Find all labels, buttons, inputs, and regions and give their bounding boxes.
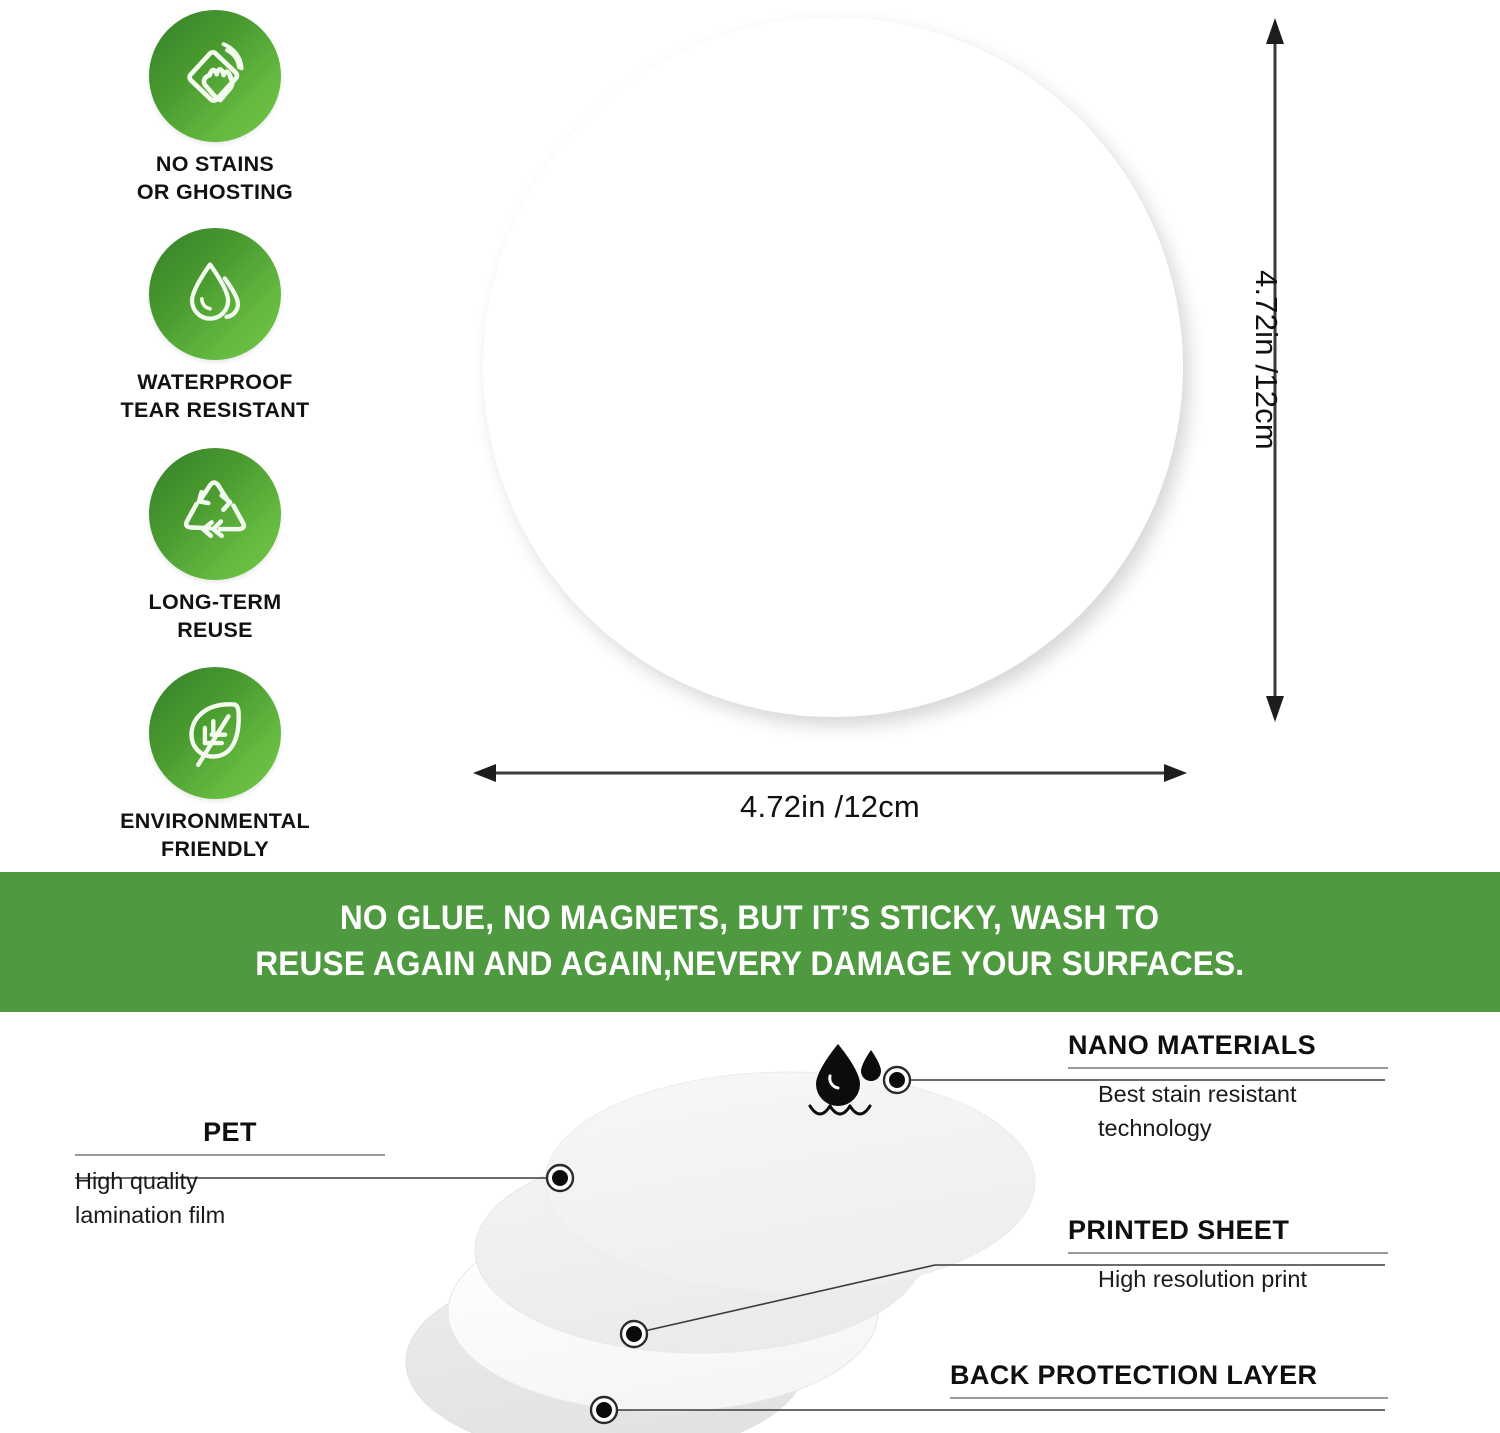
width-dimension-label: 4.72in /12cm [740, 789, 920, 824]
callout-back-protection-layer: BACK PROTECTION LAYER [950, 1360, 1388, 1399]
callout-pet: PET High quality lamination film [75, 1117, 385, 1232]
callout-divider [1068, 1067, 1388, 1069]
feature-item-long-term-reuse: LONG-TERM REUSE [60, 448, 370, 644]
feature-label: WATERPROOF TEAR RESISTANT [120, 370, 310, 422]
connector-nano-materials [882, 1065, 1385, 1095]
layer-stack-diagram [75, 1044, 1385, 1433]
connector-printed-sheet [619, 1264, 1385, 1349]
feature-label: ENVIRONMENTAL FRIENDLY [120, 809, 310, 861]
callout-description: Best stain resistant technology [1098, 1081, 1297, 1142]
feature-item-no-stains: NO STAINS OR GHOSTING [60, 10, 370, 206]
leaf-icon [149, 667, 281, 799]
callout-title: BACK PROTECTION LAYER [950, 1360, 1318, 1390]
layer-disc-nano-materials [544, 1071, 1036, 1293]
callout-divider [950, 1397, 1388, 1399]
callout-description: High resolution print [1098, 1266, 1307, 1292]
connector-pet [75, 1163, 575, 1193]
top-section: NO STAINS OR GHOSTING WATERPROOF TEAR RE… [60, 0, 1305, 872]
product-circle-preview [483, 17, 1183, 717]
feature-label: LONG-TERM REUSE [148, 590, 282, 642]
recycle-icon [149, 448, 281, 580]
height-dimension-label: 4.72in /12cm [1249, 270, 1284, 450]
promo-banner-line-2: REUSE AGAIN AND AGAIN,NEVERY DAMAGE YOUR… [255, 945, 1245, 983]
callout-divider [75, 1154, 385, 1156]
feature-list: NO STAINS OR GHOSTING WATERPROOF TEAR RE… [60, 0, 370, 872]
callout-title: NANO MATERIALS [1068, 1030, 1317, 1060]
wipe-cloth-icon [149, 10, 281, 142]
water-drop-icon [149, 228, 281, 360]
layer-structure-section: NANO MATERIALS Best stain resistant tech… [0, 1012, 1500, 1433]
callout-description: High quality lamination film [75, 1168, 226, 1229]
width-dimension-arrow [470, 752, 1190, 794]
callout-divider [1068, 1252, 1388, 1254]
callout-nano-materials: NANO MATERIALS Best stain resistant tech… [1068, 1030, 1388, 1145]
height-dimension-arrow [1245, 14, 1305, 726]
callout-title: PRINTED SHEET [1068, 1215, 1290, 1245]
feature-item-waterproof: WATERPROOF TEAR RESISTANT [60, 228, 370, 424]
promo-banner-line-1: NO GLUE, NO MAGNETS, BUT IT’S STICKY, WA… [340, 899, 1160, 938]
callout-title: PET [203, 1117, 257, 1147]
feature-item-environmental-friendly: ENVIRONMENTAL FRIENDLY [60, 667, 370, 863]
water-drop-splash-icon [808, 1044, 881, 1116]
callout-printed-sheet: PRINTED SHEET High resolution print [1068, 1215, 1388, 1296]
connector-back-protection [589, 1395, 1385, 1425]
promo-banner: NO GLUE, NO MAGNETS, BUT IT’S STICKY, WA… [0, 872, 1500, 1012]
feature-label: NO STAINS OR GHOSTING [136, 152, 294, 204]
